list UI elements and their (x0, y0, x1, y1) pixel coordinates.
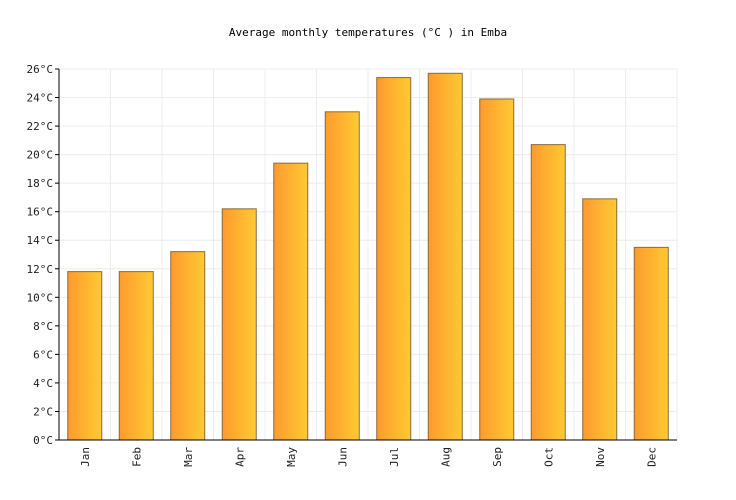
y-tick-label: 20°C (27, 149, 54, 162)
bar-jul[interactable] (376, 77, 412, 441)
y-tick-label: 14°C (27, 234, 54, 247)
y-tick-label: 4°C (33, 377, 53, 390)
bar-sep[interactable] (479, 98, 515, 441)
grid-lines (58, 68, 678, 441)
x-tick-label: Oct (542, 447, 555, 467)
bar-dec[interactable] (633, 246, 669, 441)
bar-oct[interactable] (530, 144, 566, 441)
y-tick-label: 0°C (33, 434, 53, 447)
x-tick-label: Feb (130, 447, 143, 467)
y-tick-label: 8°C (33, 320, 53, 333)
x-tick-label: Jun (336, 447, 349, 467)
y-tick-label: 22°C (27, 120, 54, 133)
x-tick-label: Dec (645, 447, 658, 467)
x-tick-label: Nov (594, 447, 607, 467)
bar-nov[interactable] (582, 198, 618, 441)
bar-jan[interactable] (67, 271, 103, 441)
x-tick-label: May (285, 447, 298, 467)
y-tick-label: 2°C (33, 405, 53, 418)
y-tick-label: 16°C (27, 206, 54, 219)
x-tick-label: Apr (233, 447, 246, 467)
x-tick-label: Jul (388, 447, 401, 467)
bar-may[interactable] (273, 162, 309, 441)
y-tick-label: 18°C (27, 177, 54, 190)
bar-jun[interactable] (324, 111, 360, 441)
x-tick-label: Sep (491, 447, 504, 467)
bars (67, 72, 669, 441)
bar-aug[interactable] (427, 72, 463, 441)
x-tick-label: Mar (182, 447, 195, 467)
y-tick-label: 24°C (27, 92, 54, 105)
x-tick-label: Aug (439, 447, 452, 467)
bar-mar[interactable] (170, 251, 206, 441)
bar-feb[interactable] (118, 271, 154, 441)
y-tick-labels: 0°C 2°C 4°C 6°C 8°C 10°C 12°C 14°C 16°C 18°C 20°C 2… (27, 63, 54, 447)
y-tick-label: 6°C (33, 348, 53, 361)
x-tick-labels: Jan Feb Mar Apr May Jun Jul Aug Sep Oct Nov Dec (79, 447, 659, 467)
y-tick-label: 26°C (27, 63, 54, 76)
chart-title: Average monthly temperatures (°C ) in Em… (228, 26, 508, 39)
bar-apr[interactable] (221, 208, 257, 441)
y-tick-label: 10°C (27, 291, 54, 304)
x-tick-label: Jan (79, 447, 92, 467)
axes (55, 68, 677, 441)
y-tick-label: 12°C (27, 263, 54, 276)
